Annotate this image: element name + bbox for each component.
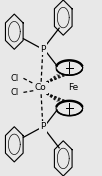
Text: P: P <box>40 122 45 131</box>
Text: Cl: Cl <box>10 74 18 83</box>
Text: Co: Co <box>35 83 47 93</box>
Text: P: P <box>40 45 45 54</box>
Text: Cl: Cl <box>10 88 18 97</box>
Text: Fe: Fe <box>68 83 79 93</box>
